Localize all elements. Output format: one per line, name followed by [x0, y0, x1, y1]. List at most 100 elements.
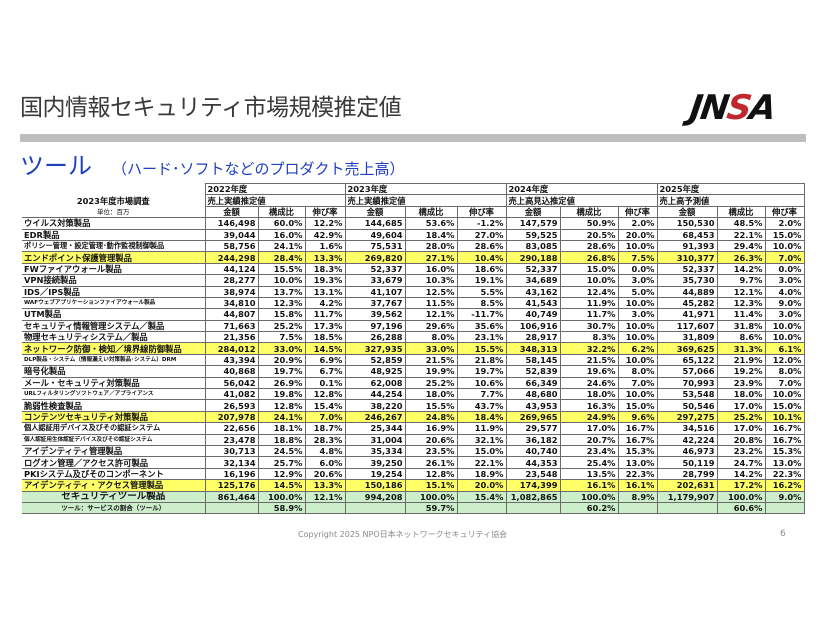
growth-cell: 13.3%	[304, 479, 346, 492]
amount-cell: 53,548	[656, 388, 718, 401]
growth-cell: 16.7%	[764, 422, 805, 435]
row-label: ポリシー管理・設定管理･動作監視制御製品	[22, 239, 206, 253]
share-cell: 14.2%	[716, 467, 766, 481]
share-cell: 12.1%	[716, 285, 766, 298]
amount-cell: 62,008	[344, 376, 406, 390]
share-cell: 13.7%	[257, 285, 306, 298]
kind-2024: 売上高見込推定値	[505, 194, 658, 207]
share-cell: 60.0%	[257, 217, 306, 230]
amount-cell: 40,749	[505, 308, 561, 321]
share-cell: 50.9%	[559, 217, 619, 230]
amount-cell: 41,971	[656, 308, 718, 321]
growth-cell: 7.5%	[617, 251, 658, 264]
growth-cell: 10.0%	[617, 319, 658, 333]
amount-cell: 246,267	[344, 410, 406, 424]
total-row: ツール：サービスの割合（ツール） 58.9% 59.7% 60.2% 60.6%	[22, 501, 805, 515]
copyright-footer: Copyright 2025 NPO日本ネットワークセキュリティ協会	[298, 530, 508, 539]
share-cell: 19.6%	[559, 365, 619, 378]
growth-cell: 1.6%	[304, 239, 346, 253]
kind-2022: 売上実績推定値	[204, 194, 346, 207]
table-row: IDS／IPS製品 38,974 13.7% 13.1% 41,107 12.5% 5.5%…	[22, 285, 805, 298]
amount-cell: 41,107	[344, 285, 406, 298]
share-cell: 18.4%	[404, 228, 458, 241]
amount-cell: 28,917	[505, 331, 561, 344]
growth-cell: 18.3%	[304, 262, 346, 276]
col-growth: 伸び率	[617, 205, 658, 219]
amount-cell: 26,288	[344, 331, 406, 344]
share-cell: 15.8%	[257, 308, 306, 321]
share-cell: 29.4%	[716, 239, 766, 253]
col-growth: 伸び率	[456, 205, 507, 219]
share-cell: 18.0%	[559, 388, 619, 401]
col-amount: 金額	[505, 205, 561, 219]
amount-cell: 144,685	[344, 217, 406, 230]
amount-cell: 91,393	[656, 239, 718, 253]
header-row-kind: 売上実績推定値 売上実績推定値 売上高見込推定値 売上高予測値	[22, 194, 805, 207]
amount-cell: 65,122	[656, 353, 718, 367]
growth-cell: 14.5%	[304, 342, 346, 355]
share-cell: 24.9%	[559, 410, 619, 424]
amount-cell: 38,220	[344, 399, 406, 412]
subtotal-row: コンテンツセキュリティ対策製品 207,978 24.1% 7.0% 246,267 24…	[22, 410, 805, 424]
amount-cell: 41,082	[204, 388, 259, 401]
amount-cell: 37,767	[344, 296, 406, 310]
table-row: UTM製品 44,807 15.8% 11.7% 39,562 12.1% -11.7% 40…	[22, 308, 805, 321]
share-cell: 30.7%	[559, 319, 619, 333]
share-cell: 12.9%	[257, 467, 306, 481]
share-cell: 13.5%	[559, 467, 619, 481]
growth-cell: 42.9%	[304, 228, 346, 241]
growth-cell: 15.4%	[456, 490, 507, 503]
share-cell: 59.7%	[404, 501, 458, 515]
growth-cell: 27.0%	[456, 228, 507, 241]
growth-cell: 18.6%	[456, 262, 507, 276]
share-cell: 21.5%	[404, 353, 458, 367]
growth-cell: 3.0%	[617, 274, 658, 287]
share-cell: 21.9%	[716, 353, 766, 367]
amount-cell: 30,713	[204, 444, 259, 458]
amount-cell: 43,162	[505, 285, 561, 298]
share-cell: 16.0%	[257, 228, 306, 241]
amount-cell: 49,604	[344, 228, 406, 241]
share-cell: 60.6%	[716, 501, 766, 515]
table-row: セキュリティ情報管理システム／製品 71,663 25.2% 17.3% 97,196 2…	[22, 319, 805, 333]
row-label: 個人認証用生体認証デバイス及びその認証システム	[22, 433, 206, 447]
col-growth: 伸び率	[304, 205, 346, 219]
amount-cell: 19,254	[344, 467, 406, 481]
share-cell: 18.8%	[257, 433, 306, 447]
row-label: UTM製品	[22, 308, 206, 321]
growth-cell: 10.0%	[764, 331, 805, 344]
share-cell: 12.8%	[404, 467, 458, 481]
growth-cell: 7.7%	[456, 388, 507, 401]
table-row: EDR製品 39,044 16.0% 42.9% 49,604 18.4% 27.0% 59,…	[22, 228, 805, 241]
jnsa-logo: JNSA	[687, 88, 777, 128]
growth-cell: 10.0%	[764, 388, 805, 401]
growth-cell: 15.4%	[304, 399, 346, 412]
share-cell: 12.3%	[257, 296, 306, 310]
amount-cell: 22,656	[204, 422, 259, 435]
growth-cell: 12.1%	[304, 490, 346, 503]
amount-cell: 31,004	[344, 433, 406, 447]
growth-cell	[617, 501, 658, 515]
share-cell: 26.1%	[404, 456, 458, 469]
logo-text-a: A	[746, 88, 777, 128]
growth-cell: 6.0%	[304, 456, 346, 469]
growth-cell: 0.0%	[764, 262, 805, 276]
growth-cell: 8.0%	[617, 365, 658, 378]
share-cell: 17.0%	[716, 422, 766, 435]
amount-cell: 117,607	[656, 319, 718, 333]
share-cell: 23.4%	[559, 444, 619, 458]
share-cell: 12.1%	[404, 308, 458, 321]
row-label: アイデンティティ管理製品	[22, 444, 206, 458]
amount-cell: 26,593	[204, 399, 259, 412]
growth-cell: 10.0%	[617, 331, 658, 344]
growth-cell	[456, 501, 507, 515]
share-cell: 16.9%	[404, 422, 458, 435]
growth-cell: 22.1%	[456, 456, 507, 469]
share-cell: 11.5%	[404, 296, 458, 310]
growth-cell: 22.3%	[764, 467, 805, 481]
growth-cell: 18.4%	[456, 410, 507, 424]
amount-cell: 38,974	[204, 285, 259, 298]
growth-cell: 6.7%	[304, 365, 346, 378]
growth-cell: 13.0%	[617, 456, 658, 469]
share-cell: 25.2%	[716, 410, 766, 424]
